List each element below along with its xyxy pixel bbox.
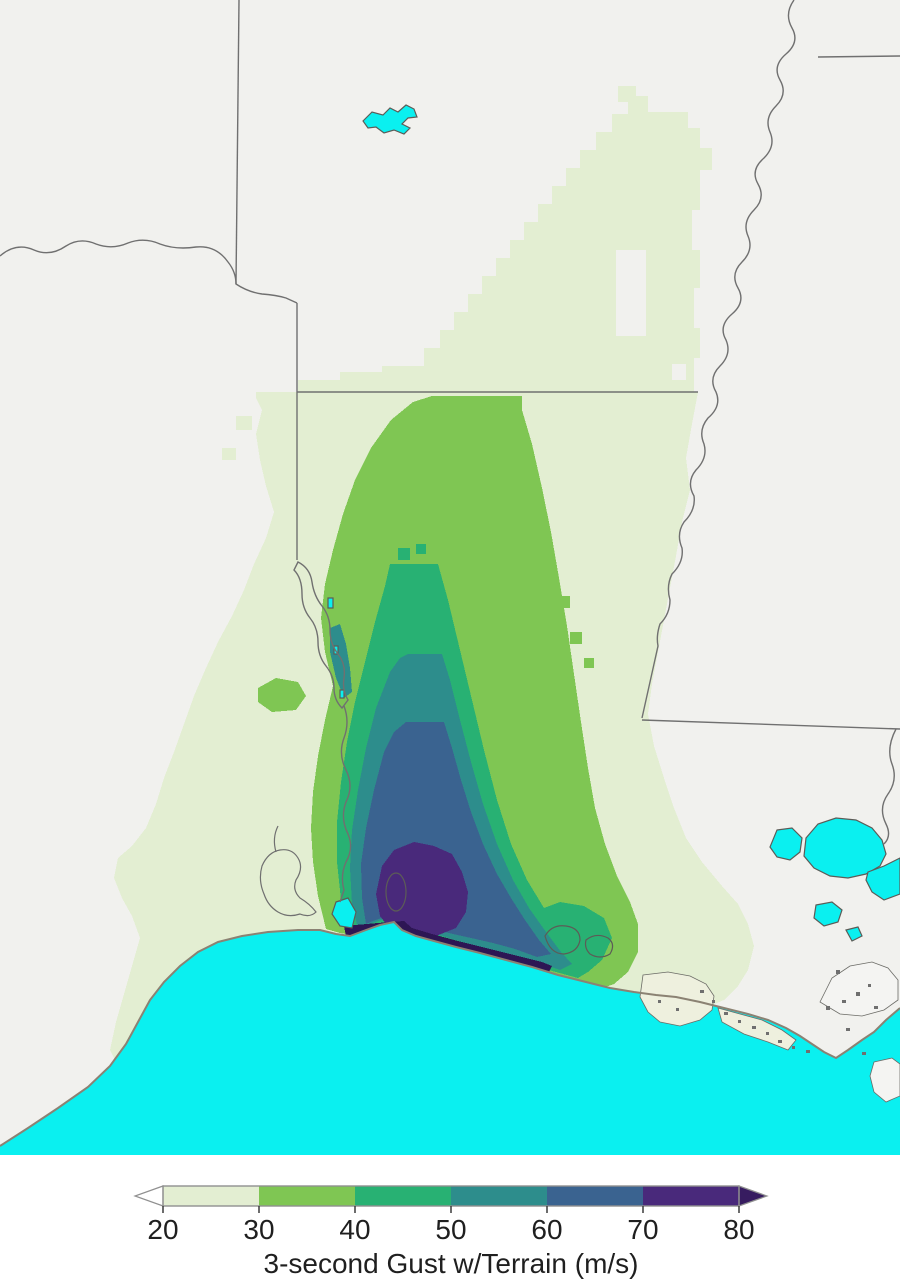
colorbar-title: 3-second Gust w/Terrain (m/s) <box>264 1248 639 1279</box>
marsh-vermilion <box>639 971 715 1027</box>
marsh-terrebonne <box>717 1007 797 1051</box>
lake-salvador <box>813 901 843 927</box>
marsh-biloxi <box>819 961 899 1017</box>
colorbar-segment-1 <box>259 1186 355 1206</box>
colorbar-tick-label-4: 60 <box>531 1214 562 1245</box>
coastal-marshes <box>639 961 900 1103</box>
colorbar-tick-label-1: 30 <box>243 1214 274 1245</box>
grand-lake-outline <box>544 925 581 955</box>
lake-calcasieu-outline <box>385 872 407 912</box>
colorbar-tick-labels: 20 30 40 50 60 70 80 <box>147 1214 754 1245</box>
colorbar-tick-label-2: 40 <box>339 1214 370 1245</box>
wind-swath-level-2-outliers <box>258 596 594 712</box>
pearl-river-border <box>881 728 897 845</box>
oklahoma-arkansas-border <box>235 0 240 285</box>
toledo-bend-outline <box>293 561 349 710</box>
wind-swath-level-4-river-sliver <box>330 624 352 698</box>
colorbar-segment-2 <box>355 1186 451 1206</box>
wind-swath-level-1-holes <box>616 250 686 380</box>
colorbar-under-arrow <box>133 1185 164 1207</box>
colorbar-tick-label-6: 80 <box>723 1214 754 1245</box>
lake-wright-patman <box>362 104 418 135</box>
white-lake-outline <box>584 934 614 958</box>
colorbar-segments <box>163 1186 739 1206</box>
sabine-lake <box>331 897 357 929</box>
lake-maurepas <box>769 827 803 861</box>
coastline <box>0 920 900 1147</box>
lakes <box>327 104 900 942</box>
lake-pontchartrain <box>803 817 887 879</box>
tennessee-mississippi-border <box>817 55 900 58</box>
marsh-speckles <box>658 970 878 1055</box>
wind-swath-level-6 <box>376 842 468 938</box>
wind-field-map <box>0 0 900 1155</box>
lake-borgne <box>865 857 900 901</box>
colorbar-tick-label-3: 50 <box>435 1214 466 1245</box>
mississippi-river-border <box>641 0 796 719</box>
colorbar-tick-label-0: 20 <box>147 1214 178 1245</box>
toledo-water-3 <box>339 689 345 699</box>
wind-swath-over-band <box>344 921 552 974</box>
lake-little <box>845 926 863 942</box>
red-river-border <box>0 239 298 304</box>
colorbar-ticks <box>162 1206 740 1213</box>
colorbar-segment-0 <box>163 1186 259 1206</box>
sabine-river-border <box>339 705 352 903</box>
colorbar-segment-4 <box>547 1186 643 1206</box>
wind-swath-level-1-outliers <box>222 86 662 460</box>
colorbar-tick-label-5: 70 <box>627 1214 658 1245</box>
colorbar-over-arrow <box>738 1185 769 1207</box>
island-chandeleur <box>869 1057 900 1103</box>
galveston-bay-outline <box>259 849 317 917</box>
colorbar-segment-3 <box>451 1186 547 1206</box>
colorbar-segment-5 <box>643 1186 739 1206</box>
lake-outlines <box>259 825 614 958</box>
colorbar: 20 30 40 50 60 70 80 3-second Gust w/Ter… <box>133 1185 769 1279</box>
wind-swath-level-3-outliers <box>398 544 426 560</box>
louisiana-mississippi-border <box>641 719 900 730</box>
galveston-bay-spur <box>273 825 279 853</box>
gulf-water <box>0 922 900 1155</box>
toledo-water-1 <box>327 597 334 609</box>
state-borders <box>0 0 900 903</box>
